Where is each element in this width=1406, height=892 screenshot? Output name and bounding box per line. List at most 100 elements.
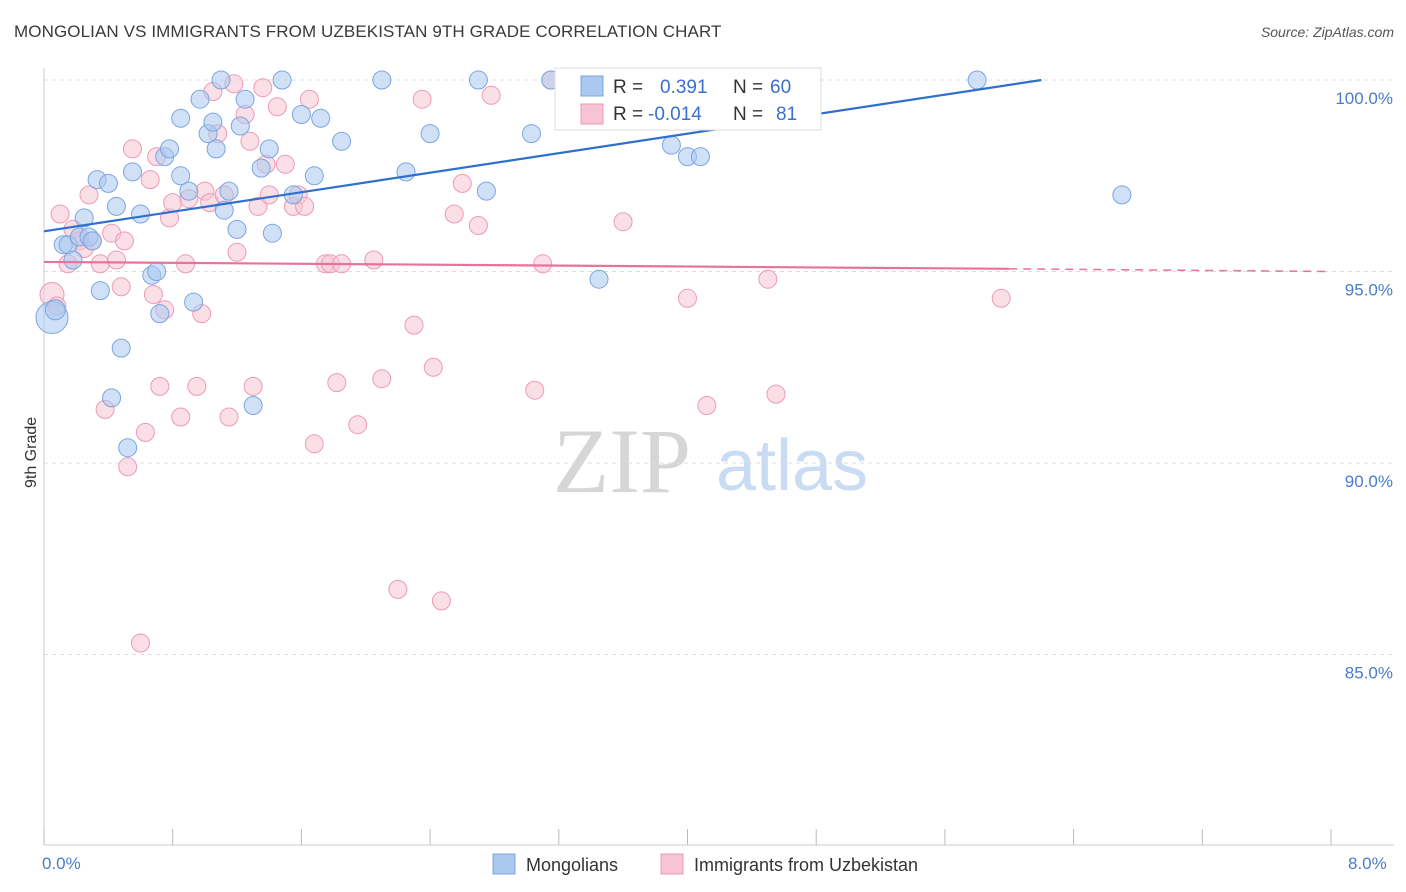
mongolian-point-22 bbox=[160, 139, 179, 159]
mongolian-point-23 bbox=[171, 108, 191, 128]
mongolian-point-52 bbox=[522, 124, 541, 144]
mongolian-point-37 bbox=[243, 396, 263, 415]
legend-r-value-1: 0.391 bbox=[660, 77, 708, 98]
mongolian-point-46 bbox=[332, 131, 352, 151]
mongolian-point-45 bbox=[311, 108, 331, 128]
y-tick-label-85: 85.0% bbox=[1345, 664, 1393, 683]
mongolian-point-55 bbox=[661, 135, 681, 155]
x-tick-label-min: 0.0% bbox=[42, 854, 81, 873]
watermark-atlas: atlas bbox=[716, 426, 868, 506]
legend-r-value-2: -0.014 bbox=[648, 104, 702, 125]
y-tick-label-95: 95.0% bbox=[1345, 281, 1393, 300]
uzbekistan-point-7 bbox=[79, 185, 99, 205]
y-tick-label-90: 90.0% bbox=[1345, 472, 1393, 491]
uzbekistan-point-63 bbox=[423, 357, 443, 377]
uzbekistan-point-57 bbox=[348, 415, 368, 435]
mongolian-point-59 bbox=[1112, 185, 1132, 205]
gridlines bbox=[44, 79, 1394, 655]
uzbekistan-point-58 bbox=[364, 250, 384, 270]
uzbekistan-point-73 bbox=[613, 212, 633, 232]
uzbekistan-point-25 bbox=[163, 193, 183, 213]
bottom-legend-swatch-pink bbox=[660, 853, 684, 875]
mongolian-point-30 bbox=[206, 139, 226, 159]
mongolian-point-20 bbox=[150, 304, 170, 324]
uzbekistan-point-46 bbox=[267, 97, 287, 117]
uzbekistan-point-42 bbox=[248, 196, 268, 216]
axes bbox=[43, 68, 1394, 846]
uzbekistan-point-64 bbox=[431, 591, 451, 611]
mongolian-point-47 bbox=[372, 70, 392, 90]
mongolian-point-50 bbox=[468, 70, 488, 90]
watermark-zip: ZIP bbox=[553, 410, 691, 512]
uzbekistan-point-14 bbox=[114, 231, 134, 251]
uzbekistan-point-18 bbox=[135, 422, 155, 442]
legend-n-label-1: N = bbox=[733, 77, 763, 98]
mongolian-point-33 bbox=[219, 181, 239, 201]
uzbekistan-point-65 bbox=[444, 204, 464, 224]
mongolian-point-29 bbox=[203, 112, 223, 132]
uzbekistan-trend-extension bbox=[1009, 268, 1332, 273]
uzbekistan-trend-line bbox=[43, 260, 1010, 270]
mongolian-point-34 bbox=[227, 219, 247, 239]
mongolian-point-1 bbox=[44, 299, 66, 321]
y-axis-label: 9th Grade bbox=[23, 417, 40, 488]
uzbekistan-point-77 bbox=[758, 269, 778, 289]
mongolian-point-24 bbox=[171, 166, 191, 186]
mongolian-point-36 bbox=[235, 89, 255, 109]
mongolian-point-26 bbox=[184, 292, 204, 312]
uzbekistan-point-47 bbox=[275, 154, 295, 174]
mongolian-point-25 bbox=[179, 181, 199, 201]
uzbekistan-point-17 bbox=[131, 633, 150, 653]
mongolian-point-51 bbox=[476, 181, 496, 201]
bottom-legend-swatch-blue bbox=[492, 853, 516, 875]
mongolian-points bbox=[35, 70, 1132, 458]
x-tick-label-max: 8.0% bbox=[1348, 854, 1387, 873]
uzbekistan-point-69 bbox=[525, 380, 545, 400]
mongolian-point-35 bbox=[230, 116, 250, 136]
mongolian-point-41 bbox=[272, 70, 292, 90]
mongolian-point-14 bbox=[111, 338, 131, 358]
uzbekistan-point-12 bbox=[106, 250, 126, 270]
uzbekistan-point-36 bbox=[219, 407, 239, 427]
mongolian-point-57 bbox=[690, 147, 710, 167]
y-tick-label-100: 100.0% bbox=[1335, 89, 1393, 108]
uzbekistan-point-52 bbox=[304, 434, 324, 454]
uzbekistan-point-29 bbox=[187, 376, 207, 396]
mongolian-point-38 bbox=[251, 158, 271, 178]
mongolian-point-19 bbox=[147, 262, 167, 281]
mongolian-point-13 bbox=[106, 196, 126, 216]
mongolian-point-15 bbox=[118, 438, 138, 458]
mongolian-point-16 bbox=[123, 162, 142, 182]
trend-lines bbox=[43, 78, 1332, 273]
uzbekistan-point-15 bbox=[118, 457, 138, 477]
mongolian-point-44 bbox=[304, 166, 324, 186]
mongolian-point-17 bbox=[131, 204, 150, 224]
uzbekistan-point-22 bbox=[150, 376, 170, 396]
legend-r-label-2: R = bbox=[613, 104, 643, 125]
uzbekistan-point-70 bbox=[533, 254, 553, 274]
uzbekistan-point-20 bbox=[143, 285, 163, 304]
uzbekistan-point-74 bbox=[678, 288, 697, 308]
legend-n-value-1: 60 bbox=[770, 77, 791, 98]
mongolian-point-54 bbox=[589, 269, 609, 289]
uzbekistan-point-13 bbox=[111, 277, 131, 297]
uzbekistan-point-9 bbox=[90, 254, 110, 274]
uzbekistan-point-41 bbox=[243, 376, 263, 396]
uzbekistan-point-78 bbox=[766, 384, 786, 404]
uzbekistan-point-45 bbox=[259, 185, 279, 205]
uzbekistan-point-62 bbox=[412, 89, 432, 109]
uzbekistan-point-66 bbox=[452, 173, 472, 193]
legend-swatch-blue bbox=[580, 75, 604, 97]
mongolian-point-49 bbox=[420, 124, 440, 144]
uzbekistan-point-16 bbox=[123, 139, 142, 159]
mongolian-point-43 bbox=[291, 105, 311, 124]
uzbekistan-point-19 bbox=[140, 170, 160, 190]
uzbekistan-point-60 bbox=[388, 579, 408, 599]
uzbekistan-point-40 bbox=[240, 131, 260, 151]
uzbekistan-point-76 bbox=[697, 396, 717, 415]
mongolian-point-11 bbox=[98, 173, 118, 193]
mongolian-point-8 bbox=[82, 231, 102, 251]
mongolian-point-10 bbox=[90, 281, 110, 301]
mongolian-point-40 bbox=[262, 223, 282, 243]
